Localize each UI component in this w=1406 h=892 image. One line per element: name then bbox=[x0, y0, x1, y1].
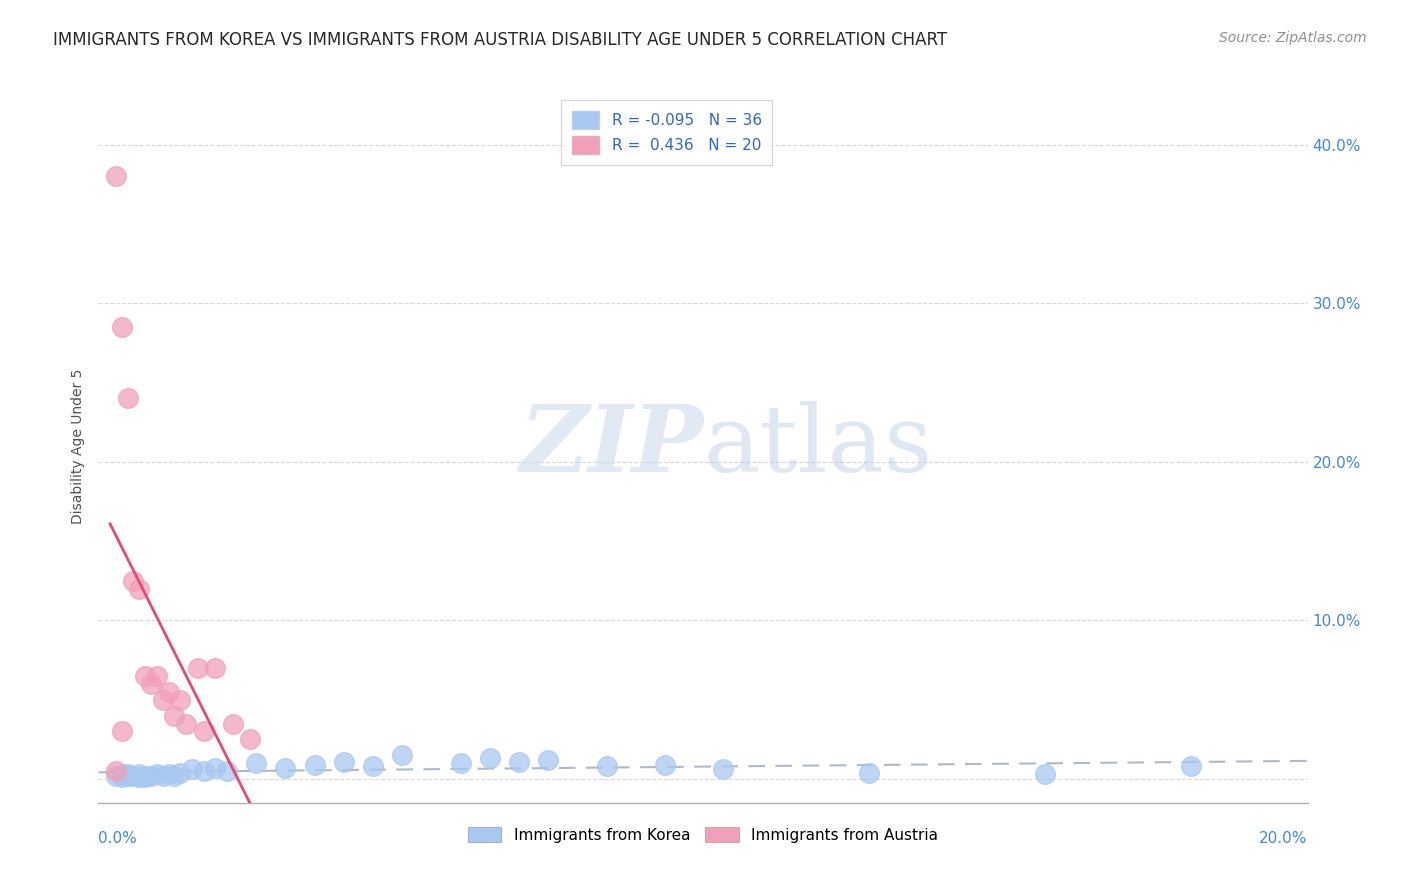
Point bbox=[180, 763, 202, 777]
Point bbox=[713, 763, 735, 777]
Point bbox=[332, 755, 354, 769]
Point bbox=[157, 767, 180, 781]
Point bbox=[134, 771, 156, 785]
Point bbox=[104, 764, 127, 778]
Point bbox=[508, 755, 530, 769]
Point bbox=[174, 716, 197, 731]
Point bbox=[245, 756, 267, 771]
Point bbox=[169, 765, 191, 780]
Text: IMMIGRANTS FROM KOREA VS IMMIGRANTS FROM AUSTRIA DISABILITY AGE UNDER 5 CORRELAT: IMMIGRANTS FROM KOREA VS IMMIGRANTS FROM… bbox=[53, 31, 948, 49]
Point bbox=[139, 677, 162, 691]
Point bbox=[117, 392, 139, 406]
Point bbox=[304, 757, 326, 772]
Point bbox=[537, 753, 560, 767]
Point bbox=[361, 759, 384, 773]
Point bbox=[450, 756, 472, 771]
Point bbox=[204, 661, 226, 675]
Y-axis label: Disability Age Under 5: Disability Age Under 5 bbox=[72, 368, 86, 524]
Point bbox=[146, 767, 169, 781]
Text: 20.0%: 20.0% bbox=[1260, 831, 1308, 847]
Point bbox=[117, 767, 139, 781]
Text: Source: ZipAtlas.com: Source: ZipAtlas.com bbox=[1219, 31, 1367, 45]
Point bbox=[274, 761, 297, 775]
Point bbox=[222, 716, 245, 731]
Point bbox=[111, 724, 134, 739]
Point bbox=[239, 732, 262, 747]
Point bbox=[204, 761, 226, 775]
Point bbox=[163, 708, 186, 723]
Point bbox=[128, 771, 150, 785]
Text: atlas: atlas bbox=[703, 401, 932, 491]
Point bbox=[134, 669, 156, 683]
Point bbox=[111, 320, 134, 334]
Point bbox=[1033, 767, 1056, 781]
Point bbox=[134, 769, 156, 783]
Point bbox=[152, 692, 174, 706]
Point bbox=[128, 767, 150, 781]
Point bbox=[478, 751, 501, 765]
Point bbox=[139, 769, 162, 783]
Point bbox=[187, 661, 209, 675]
Point bbox=[152, 769, 174, 783]
Point bbox=[193, 764, 215, 778]
Point bbox=[595, 759, 617, 773]
Point bbox=[104, 169, 127, 184]
Legend: Immigrants from Korea, Immigrants from Austria: Immigrants from Korea, Immigrants from A… bbox=[461, 821, 945, 848]
Text: ZIP: ZIP bbox=[519, 401, 703, 491]
Point bbox=[104, 769, 127, 783]
Point bbox=[157, 685, 180, 699]
Point bbox=[1180, 759, 1202, 773]
Point bbox=[163, 769, 186, 783]
Point bbox=[122, 769, 145, 783]
Point bbox=[111, 771, 134, 785]
Point bbox=[169, 692, 191, 706]
Point bbox=[122, 574, 145, 588]
Point bbox=[215, 764, 238, 778]
Point bbox=[858, 765, 880, 780]
Point bbox=[111, 767, 134, 781]
Point bbox=[146, 669, 169, 683]
Point bbox=[654, 757, 676, 772]
Text: 0.0%: 0.0% bbox=[98, 831, 138, 847]
Point bbox=[193, 724, 215, 739]
Point bbox=[117, 769, 139, 783]
Point bbox=[128, 582, 150, 596]
Point bbox=[391, 748, 413, 763]
